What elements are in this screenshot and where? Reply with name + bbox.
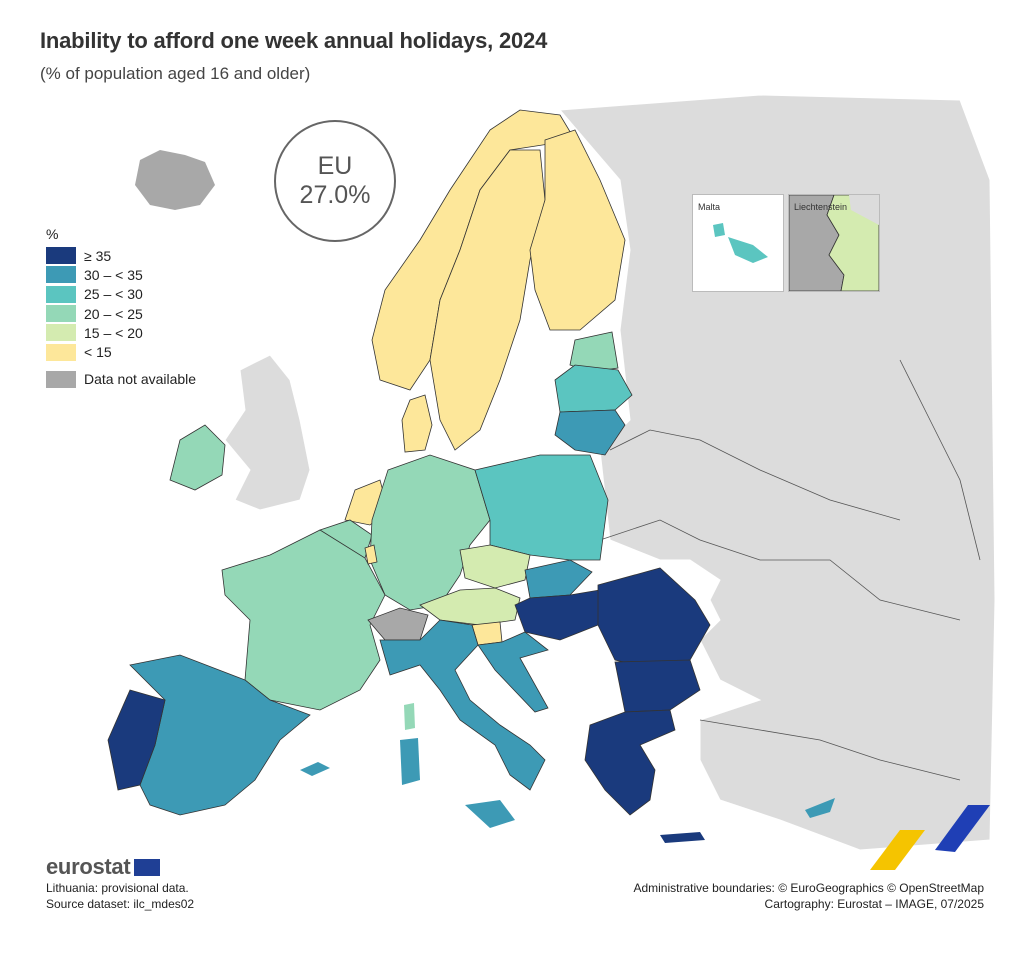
legend-class-5: < 15 (46, 342, 196, 361)
croatia (477, 631, 549, 713)
corner-logo-yellow (870, 830, 925, 870)
eurostat-wordmark: eurostat (46, 854, 131, 879)
legend-class-2: 25 – < 30 (46, 285, 196, 304)
footer-credits: Administrative boundaries: © EuroGeograp… (633, 880, 984, 912)
sardinia (400, 738, 420, 785)
malta-label: Malta (698, 202, 721, 212)
switzerland (367, 607, 429, 641)
latvia (554, 364, 633, 413)
eu-value: 27.0% (299, 181, 371, 209)
footer-note-1: Lithuania: provisional data. (46, 881, 189, 895)
liechtenstein-shape (789, 195, 879, 291)
map-title: Inability to afford one week annual holi… (40, 28, 548, 53)
legend-label: 20 – < 25 (84, 305, 143, 322)
legend-swatch (46, 266, 76, 284)
cyprus (805, 798, 835, 818)
slovakia (524, 559, 593, 599)
czechia (459, 544, 531, 589)
malta-inset: Malta (692, 194, 784, 292)
legend-swatch (46, 343, 76, 361)
legend-unit: % (46, 226, 59, 242)
liechtenstein-inset: Liechtenstein (788, 194, 880, 292)
legend-label: 25 – < 30 (84, 286, 143, 303)
luxembourg (364, 544, 378, 565)
non-eu-line-4 (899, 359, 981, 561)
france (221, 529, 386, 711)
eu-label: EU (317, 152, 353, 181)
legend-na-swatch (46, 370, 76, 388)
hungary (514, 589, 601, 641)
romania (597, 567, 711, 669)
legend-swatch (46, 285, 76, 303)
italy (379, 619, 546, 791)
credit-cartography: Cartography: Eurostat – IMAGE, 07/2025 (764, 897, 984, 911)
legend-na-label: Data not available (84, 371, 197, 388)
denmark (401, 394, 433, 453)
ireland (169, 424, 226, 491)
non-eu-line-3 (699, 719, 961, 781)
germany (369, 454, 491, 611)
sicily (465, 800, 515, 828)
liechtenstein-label: Liechtenstein (794, 202, 848, 212)
legend-swatch (46, 324, 76, 342)
legend-swatch (46, 247, 76, 265)
legend-label: ≥ 35 (84, 247, 112, 264)
lithuania (554, 409, 626, 456)
malta-shape (713, 223, 768, 263)
corner-logo-blue (935, 805, 990, 852)
crete (660, 832, 705, 843)
eurostat-logo: eurostat (46, 854, 194, 880)
legend-label: < 15 (84, 344, 112, 361)
legend-label: 15 – < 20 (84, 324, 143, 341)
non-eu-line-2 (599, 519, 961, 621)
legend: % ≥ 35 30 – < 35 25 – < 30 20 – < 25 15 – < … (46, 226, 196, 389)
greece (584, 709, 676, 816)
finland (529, 129, 626, 331)
legend-class-4: 15 – < 20 (46, 323, 196, 342)
bulgaria (614, 659, 701, 713)
credit-boundaries: Administrative boundaries: © EuroGeograp… (633, 881, 984, 895)
eu-flag-icon (134, 858, 161, 876)
legend-class-1: 30 – < 35 (46, 265, 196, 284)
legend-class-0: ≥ 35 (46, 246, 196, 265)
portugal (107, 689, 166, 791)
uk (224, 354, 311, 511)
corsica (404, 703, 415, 730)
legend-class-3: 20 – < 25 (46, 304, 196, 323)
map-subtitle: (% of population aged 16 and older) (40, 64, 311, 83)
balearic (300, 762, 330, 776)
eu-average-badge: EU 27.0% (274, 120, 396, 242)
legend-swatch (46, 305, 76, 323)
legend-classes: ≥ 35 30 – < 35 25 – < 30 20 – < 25 15 – < 20… (46, 246, 196, 362)
footer-note-2: Source dataset: ilc_mdes02 (46, 897, 195, 911)
poland (474, 454, 609, 561)
footer-left: eurostat Lithuania: provisional data. So… (46, 854, 194, 912)
iceland (135, 150, 215, 210)
legend-label: 30 – < 35 (84, 266, 143, 283)
legend-na: Data not available (46, 370, 196, 389)
non-eu-line-1 (609, 429, 901, 521)
